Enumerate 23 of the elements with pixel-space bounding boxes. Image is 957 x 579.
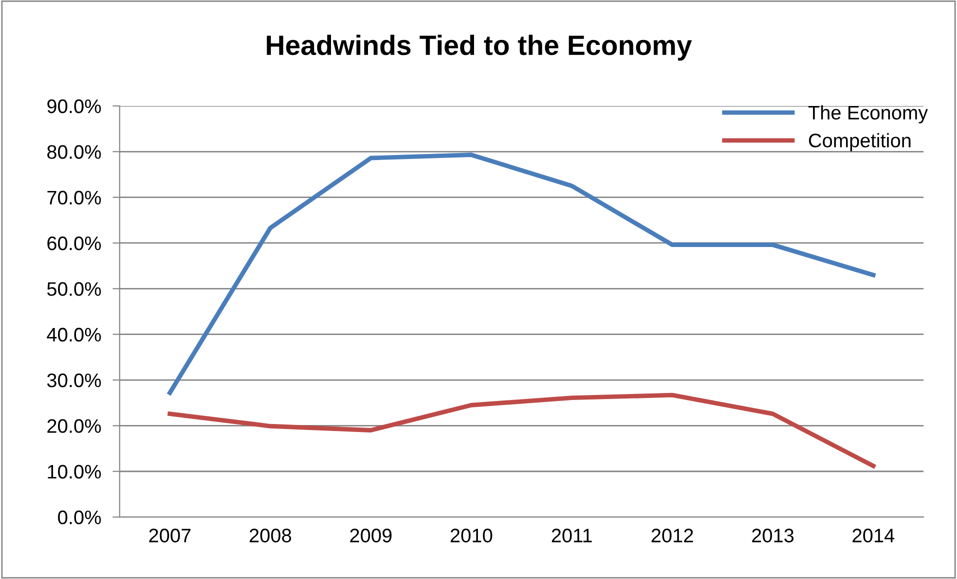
legend-label: Competition xyxy=(808,133,910,152)
x-tick-label: 2009 xyxy=(350,528,392,542)
x-tick-label: 2010 xyxy=(450,528,492,542)
legend-label: The Economy xyxy=(808,105,928,124)
x-tick-label: 2008 xyxy=(250,528,292,542)
x-tick-label: 2012 xyxy=(652,528,693,542)
y-tick-label: 40.0% xyxy=(46,328,101,342)
y-tick-label: 50.0% xyxy=(47,282,101,296)
y-tick-label: 0.0% xyxy=(58,510,101,524)
y-tick-label: 60.0% xyxy=(47,236,101,250)
y-tick-label: 70.0% xyxy=(47,190,101,205)
x-tick-label: 2007 xyxy=(149,528,191,542)
y-tick-label: 30.0% xyxy=(47,373,101,388)
x-tick-label: 2013 xyxy=(752,528,794,542)
y-tick-label: 10.0% xyxy=(48,464,101,479)
line-series xyxy=(168,392,876,468)
y-tick-label: 90.0% xyxy=(47,99,101,114)
y-tick-label: 20.0% xyxy=(47,419,101,433)
x-tick-label: 2014 xyxy=(852,528,894,542)
y-tick-label: 80.0% xyxy=(47,145,101,159)
line-series xyxy=(168,152,876,396)
x-tick-label: 2011 xyxy=(552,528,592,542)
chart-title: Headwinds Tied to the Economy xyxy=(266,34,692,61)
